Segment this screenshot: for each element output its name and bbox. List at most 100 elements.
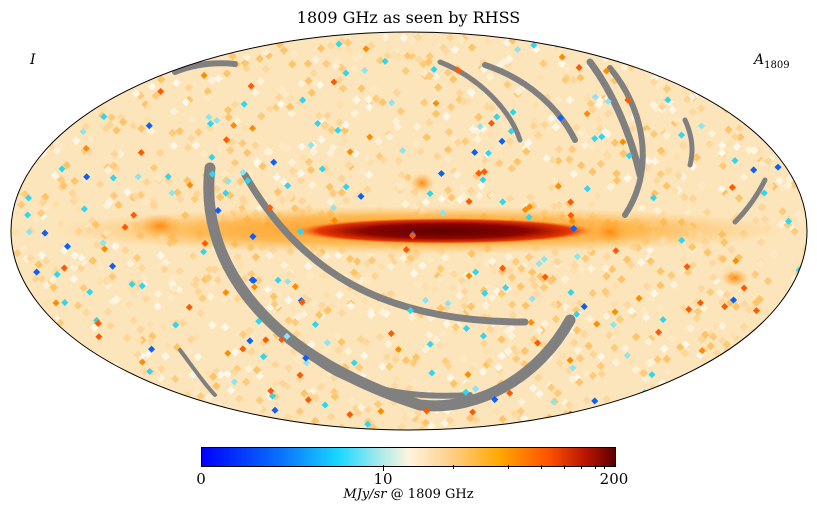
noise-pixel [367,256,377,265]
noise-pixel [425,255,435,264]
noise-pixel [497,335,506,344]
noise-pixel [553,388,562,398]
bright-pixel [774,61,782,69]
bright-pixel [790,76,799,84]
noise-pixel [656,281,665,290]
noise-pixel [649,289,659,298]
noise-pixel [155,148,165,157]
noise-pixel [481,347,491,356]
bright-pixel [80,371,88,379]
noise-pixel [151,389,160,398]
map-outline [10,31,808,431]
noise-pixel [178,318,188,328]
noise-pixel [442,112,451,121]
bright-pixel [785,217,793,225]
noise-pixel [25,83,35,92]
noise-pixel [504,54,514,64]
noise-pixel [663,412,672,421]
noise-pixel [181,425,191,430]
noise-pixel [694,408,703,418]
bright-pixel [604,97,612,105]
noise-pixel [511,354,521,363]
noise-pixel [363,185,372,194]
noise-pixel [517,397,526,407]
noise-pixel [131,399,141,408]
noise-pixel [599,41,609,50]
noise-pixel [585,314,594,323]
sky-content [11,32,807,430]
noise-pixel [103,72,112,82]
noise-pixel [270,379,280,389]
colorbar-tick-minor-120 [595,465,596,469]
noise-pixel [487,190,497,200]
noise-pixel [708,76,717,86]
noise-pixel [569,266,578,275]
noise-pixel [326,41,336,50]
bright-pixel [550,398,558,406]
noise-pixel [14,325,23,334]
noise-pixel [723,102,733,111]
noise-pixel [772,379,782,388]
noise-pixel [107,113,116,122]
noise-pixel [713,367,723,376]
bright-pixel [421,296,430,304]
noise-pixel [356,335,366,344]
noise-pixel [396,107,405,116]
noise-pixel [516,282,525,291]
bright-pixel [399,147,407,155]
noise-pixel [265,147,274,157]
noise-pixel [314,111,324,120]
noise-pixel [16,83,26,93]
noise-pixel [713,385,723,394]
scan-stripe-top-b [482,62,578,143]
noise-pixel [285,102,295,112]
noise-pixel [158,388,168,398]
noise-pixel [42,256,51,266]
bright-pixel [100,113,108,121]
noise-pixel [580,421,589,430]
bright-pixel [32,121,40,129]
noise-pixel [375,56,385,65]
noise-pixel [42,280,51,290]
noise-pixel [204,273,213,282]
noise-pixel [160,265,169,274]
noise-pixel [408,410,417,420]
noise-pixel [721,425,731,430]
noise-pixel [11,397,20,406]
noise-pixel [796,397,805,407]
noise-pixel [293,312,303,322]
noise-pixel [353,408,363,418]
noise-pixel [215,143,225,153]
noise-pixel [780,423,789,430]
noise-pixel [740,300,749,309]
noise-pixel [399,33,409,43]
noise-pixel [136,325,145,334]
noise-pixel [158,416,168,425]
bright-pixel [541,273,549,281]
noise-pixel [344,46,354,55]
noise-pixel [257,112,266,121]
noise-pixel [18,40,27,50]
noise-pixel [798,77,807,87]
noise-pixel [755,74,765,83]
noise-pixel [768,375,777,384]
bright-pixel [248,276,256,284]
noise-pixel [68,188,77,198]
noise-pixel [713,38,723,47]
noise-pixel [178,308,187,318]
noise-pixel [497,289,506,299]
noise-pixel [80,405,90,414]
noise-pixel [601,263,610,273]
noise-pixel [198,293,207,303]
bright-pixel [437,169,445,178]
noise-pixel [446,102,456,112]
noise-pixel [725,365,735,374]
bright-pixel [128,280,136,288]
noise-pixel [359,351,369,361]
bright-pixel [244,177,252,185]
noise-pixel [333,57,342,66]
noise-pixel [499,57,508,67]
noise-pixel [163,341,172,350]
noise-pixel [447,193,456,202]
noise-pixel [22,48,31,58]
